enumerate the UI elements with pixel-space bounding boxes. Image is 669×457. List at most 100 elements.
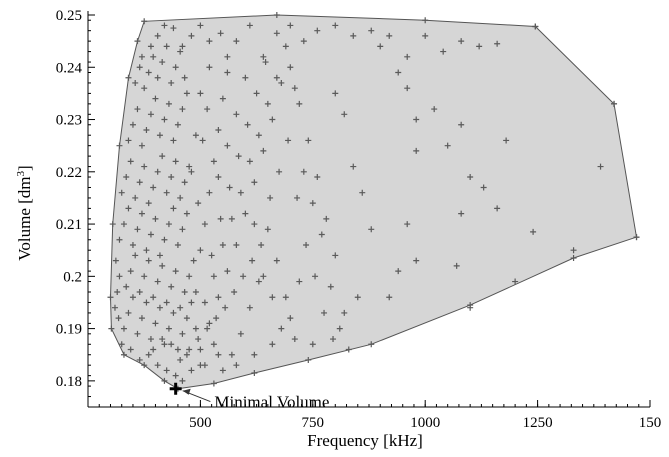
data-point: [132, 252, 139, 259]
data-point: [172, 268, 179, 275]
data-point: [253, 90, 260, 97]
data-point: [217, 30, 224, 37]
data-point: [163, 43, 170, 50]
data-point: [204, 325, 211, 332]
data-point: [206, 320, 213, 327]
data-point: [233, 362, 240, 369]
x-tick-label: 150: [639, 415, 662, 431]
data-point: [305, 137, 312, 144]
data-point: [467, 174, 474, 181]
y-tick-label: 0.18: [56, 374, 82, 390]
data-point: [159, 262, 166, 269]
data-point: [111, 304, 118, 311]
data-point: [116, 236, 123, 243]
data-point: [273, 74, 280, 81]
data-point: [147, 336, 154, 343]
data-point: [314, 27, 321, 34]
data-point: [188, 168, 195, 175]
data-point: [123, 283, 130, 290]
data-point: [141, 163, 148, 170]
data-point: [273, 257, 280, 264]
data-point: [159, 59, 166, 66]
data-point: [395, 268, 402, 275]
x-tick-label: 750: [302, 415, 325, 431]
data-point: [413, 116, 420, 123]
data-point: [179, 330, 186, 337]
data-point: [222, 304, 229, 311]
data-point: [114, 289, 121, 296]
data-point: [197, 362, 204, 369]
hull-vertex-point: [273, 12, 280, 18]
hull-vertex-point: [251, 370, 258, 377]
data-point: [242, 210, 249, 217]
hull-vertex-point: [161, 377, 168, 384]
data-point: [136, 179, 143, 186]
data-point: [611, 100, 618, 107]
data-point: [195, 200, 202, 207]
data-point: [404, 221, 411, 228]
data-point: [197, 247, 204, 254]
data-point: [120, 325, 127, 332]
data-point: [188, 299, 195, 306]
data-point: [165, 100, 172, 107]
data-point: [136, 356, 143, 363]
data-point: [199, 137, 206, 144]
data-point: [264, 226, 271, 233]
data-point: [260, 53, 267, 60]
data-point: [123, 174, 130, 181]
data-point: [165, 325, 172, 332]
data-point: [129, 241, 136, 248]
data-point: [170, 309, 177, 316]
data-point: [165, 221, 172, 228]
data-point: [532, 23, 539, 30]
data-point: [291, 336, 298, 343]
data-point: [136, 289, 143, 296]
y-tick-label: 0.25: [56, 8, 82, 24]
hull-vertex-point: [120, 351, 127, 358]
data-point: [341, 309, 348, 316]
data-point: [269, 116, 276, 123]
data-point: [597, 163, 604, 170]
data-point: [127, 268, 134, 275]
data-point: [377, 43, 384, 50]
data-point: [145, 69, 152, 76]
data-point: [512, 278, 519, 285]
data-point: [228, 215, 235, 222]
data-point: [494, 40, 501, 47]
data-point: [172, 372, 179, 379]
data-point: [127, 346, 134, 353]
data-point: [251, 351, 258, 358]
data-point: [336, 325, 343, 332]
data-point: [177, 194, 184, 201]
data-point: [233, 241, 240, 248]
data-point: [296, 278, 303, 285]
data-point: [147, 111, 154, 118]
data-point: [314, 174, 321, 181]
data-point: [251, 221, 258, 228]
data-point: [395, 69, 402, 76]
hull-vertex-point: [116, 142, 123, 149]
data-point: [440, 48, 447, 55]
data-point: [219, 95, 226, 102]
data-point: [206, 64, 213, 71]
data-point: [231, 289, 238, 296]
data-point: [141, 85, 148, 92]
data-point: [226, 184, 233, 191]
data-point: [118, 189, 125, 196]
data-point: [125, 309, 132, 316]
hull-vertex-point: [141, 18, 148, 25]
hull-vertex-point: [125, 74, 132, 81]
y-tick-label: 0.19: [56, 322, 82, 338]
data-point: [129, 121, 136, 128]
data-point: [125, 205, 132, 212]
data-point: [118, 341, 125, 348]
data-point: [219, 241, 226, 248]
data-point: [323, 215, 330, 222]
data-point: [251, 179, 258, 186]
data-point: [163, 189, 170, 196]
data-point: [183, 210, 190, 217]
data-point: [233, 111, 240, 118]
data-point: [444, 142, 451, 149]
data-point: [386, 294, 393, 301]
data-point: [156, 252, 163, 259]
